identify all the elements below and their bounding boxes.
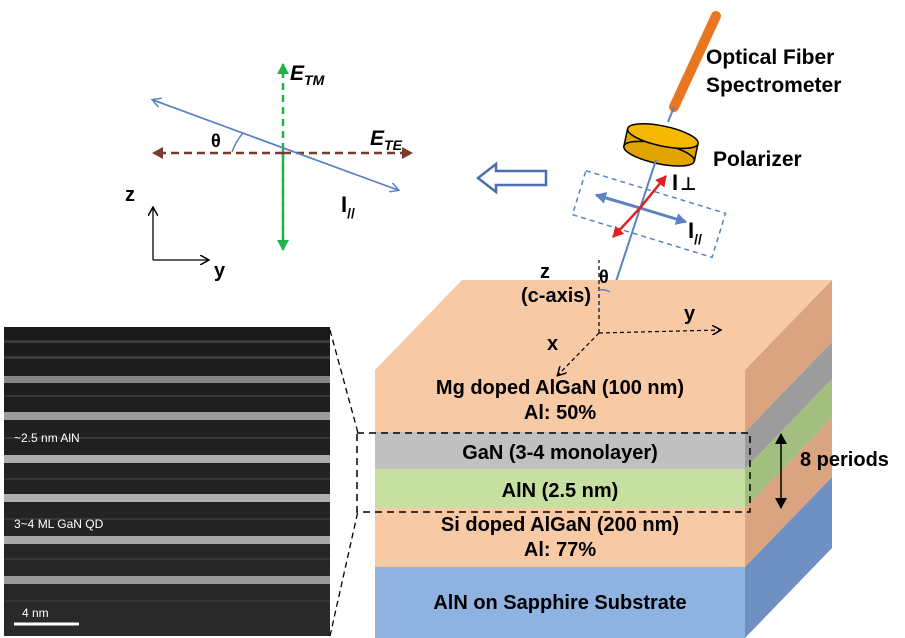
layer-gan [375,432,745,469]
right-face-aln [745,379,832,508]
theta-label: θ [211,131,221,151]
axis-y-label: y [214,260,226,282]
tem-image: ~2.5 nm AlN 3~4 ML GaN QD 4 nm [4,327,330,636]
fiber-tip [667,106,675,123]
tem-stripe [4,494,330,502]
axis-z-label: z [125,184,135,206]
layer-aln [375,469,745,508]
tem-aln-label: ~2.5 nm AlN [14,431,80,445]
tem-texture [4,340,330,343]
i-par-arrow-b [639,206,687,225]
layer-gan-label: GaN (3-4 monolayer) [462,442,658,464]
optical-fiber [669,11,721,112]
i-perp-label: I ⊥ [672,170,697,195]
polarization-box [571,169,727,259]
right-face-gan [745,342,832,469]
period-box [356,432,751,513]
tem-texture [4,437,330,439]
top-face [375,280,832,370]
i-parallel-label: I// [341,192,355,221]
sample-axis-x [558,332,600,375]
layer-si-algan-label-1: Si doped AlGaN (200 nm) [441,514,679,536]
polarization-diagram: ETM ETE θ I// z y [125,62,413,282]
tem-stripe [4,576,330,584]
sample-theta-arc [598,289,611,293]
direction-arrow [475,161,548,195]
tem-stripe [4,536,330,544]
layer-mg-algan [375,370,745,432]
layer-substrate-label: AlN on Sapphire Substrate [433,592,686,614]
zoom-line-top [329,329,359,434]
tem-qd-label: 3~4 ML GaN QD [14,517,104,531]
e-te-label: ETE [370,127,403,153]
right-face-bottom [745,418,832,567]
i-perp-arrow-a [639,175,667,209]
periods-label: 8 periods [800,449,889,471]
tem-stripe [4,376,330,383]
tem-texture [4,478,330,480]
right-face-top [745,280,832,432]
i-par-arrow-a [595,192,641,210]
right-face-substrate [745,477,832,638]
i-perp-arrow-b [612,207,641,238]
tem-texture [4,356,330,359]
tem-texture [4,395,330,397]
fiber-label-2: Spectrometer [706,74,841,97]
e-tm-label: ETM [290,62,325,88]
sample-axis-y [598,330,720,333]
tem-texture [4,558,330,560]
i-parallel-arrow-right [282,147,398,190]
sample-theta-label: θ [599,267,609,287]
optics-assembly: Optical Fiber Spectrometer Polarizer I ⊥ … [571,11,841,334]
sample-axes: z (c-axis) θ y x [521,260,720,375]
i-par-label: I// [688,218,702,247]
layer-si-algan [375,508,745,567]
layer-aln-label: AlN (2.5 nm) [502,480,619,502]
tem-stripe [4,412,330,420]
polarizer-label: Polarizer [713,148,802,171]
tem-scale-label: 4 nm [22,606,49,620]
i-parallel-arrow [153,100,284,149]
zoom-line-bottom [329,510,359,637]
tem-stripe [4,455,330,463]
sample-x-label: x [547,333,558,355]
sample-c-axis-label: (c-axis) [521,285,591,307]
tem-background [4,327,330,636]
layer-si-algan-label-2: Al: 77% [524,539,596,561]
sample-z-label: z [540,261,550,283]
polarizer-disk [623,123,699,167]
tem-texture [4,518,330,520]
layer-mg-algan-label-1: Mg doped AlGaN (100 nm) [436,377,684,399]
sample-stack: Mg doped AlGaN (100 nm) Al: 50% GaN (3-4… [356,280,889,638]
sample-y-label: y [684,303,696,325]
layer-substrate [375,567,745,638]
fiber-label-1: Optical Fiber [706,46,834,69]
tem-texture [4,600,330,602]
layer-mg-algan-label-2: Al: 50% [524,402,596,424]
theta-arc [231,132,244,153]
